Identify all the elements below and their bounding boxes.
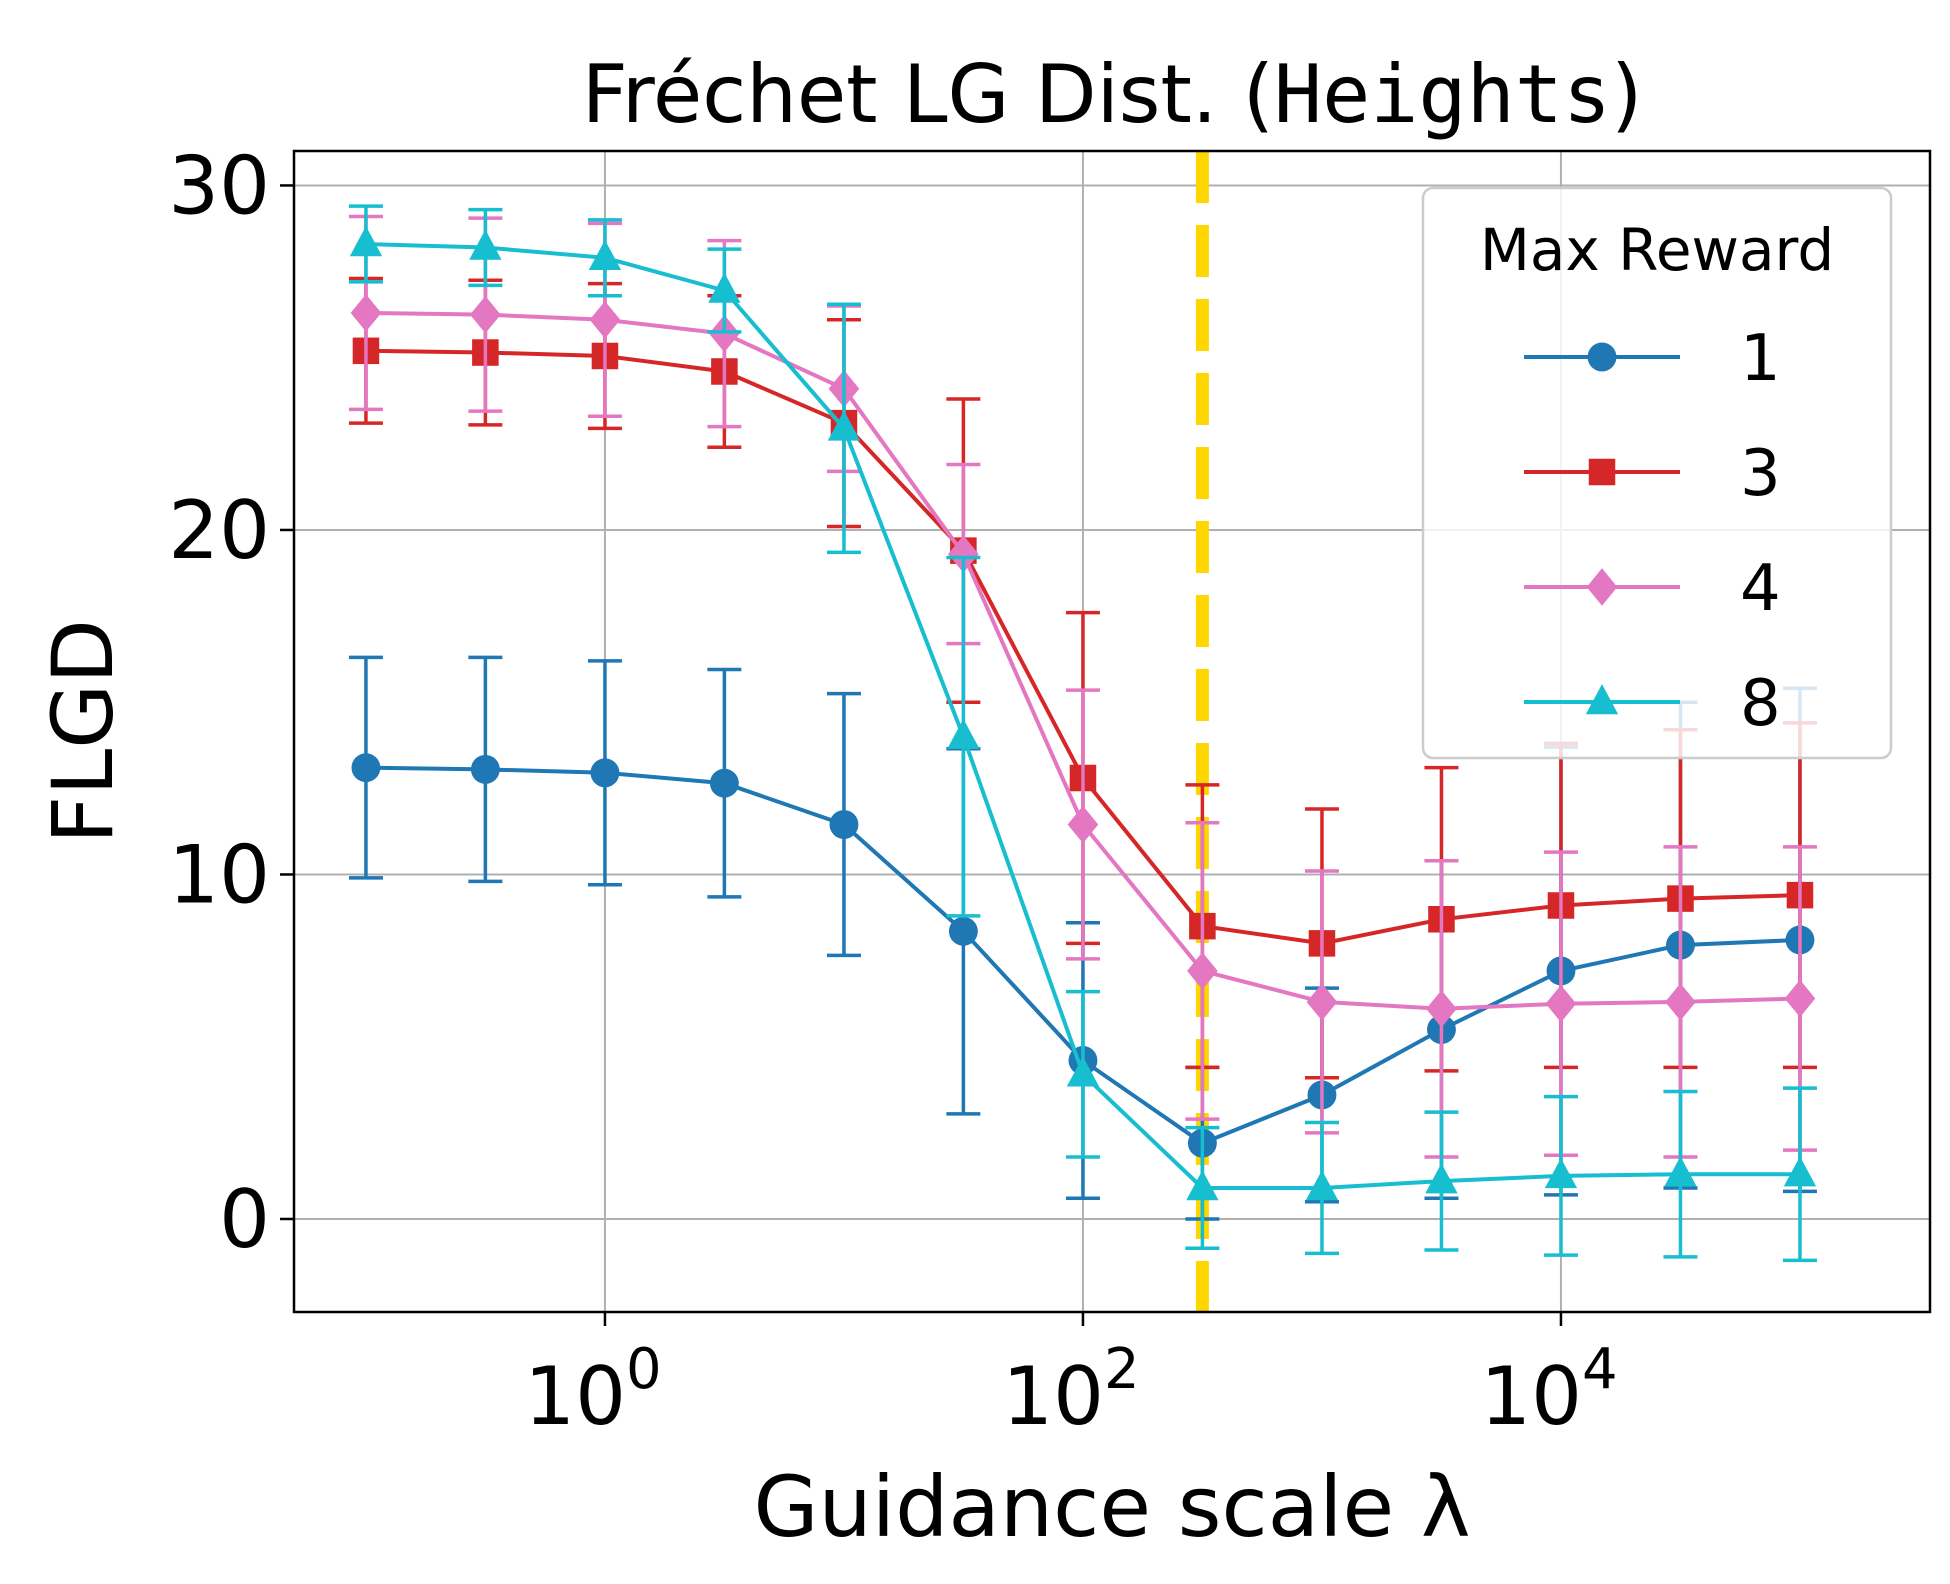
data-point bbox=[471, 755, 500, 784]
y-tick-label: 30 bbox=[168, 139, 270, 232]
legend-label: 4 bbox=[1740, 552, 1781, 626]
legend: Max Reward 1 3 4 8 bbox=[1423, 188, 1891, 758]
data-point bbox=[710, 769, 739, 798]
legend-label: 8 bbox=[1740, 667, 1781, 741]
y-tick-label: 0 bbox=[219, 1173, 270, 1266]
legend-marker bbox=[1588, 343, 1617, 372]
data-point bbox=[591, 758, 620, 787]
legend-title: Max Reward bbox=[1480, 216, 1834, 284]
data-point bbox=[830, 810, 859, 839]
x-axis-label: Guidance scale λ bbox=[753, 1458, 1470, 1556]
data-point bbox=[949, 917, 978, 946]
chart: Fréchet LG Dist. (Heights) 0102030100 102… bbox=[0, 0, 1950, 1584]
y-axis-label: FLGD bbox=[34, 619, 132, 844]
y-tick-label: 20 bbox=[168, 484, 270, 577]
y-tick-label: 10 bbox=[168, 828, 270, 921]
chart-title: Fréchet LG Dist. (Heights) bbox=[582, 48, 1643, 141]
legend-label: 1 bbox=[1740, 322, 1781, 396]
legend-marker bbox=[1589, 459, 1616, 486]
data-point bbox=[351, 753, 380, 782]
legend-label: 3 bbox=[1740, 437, 1781, 511]
